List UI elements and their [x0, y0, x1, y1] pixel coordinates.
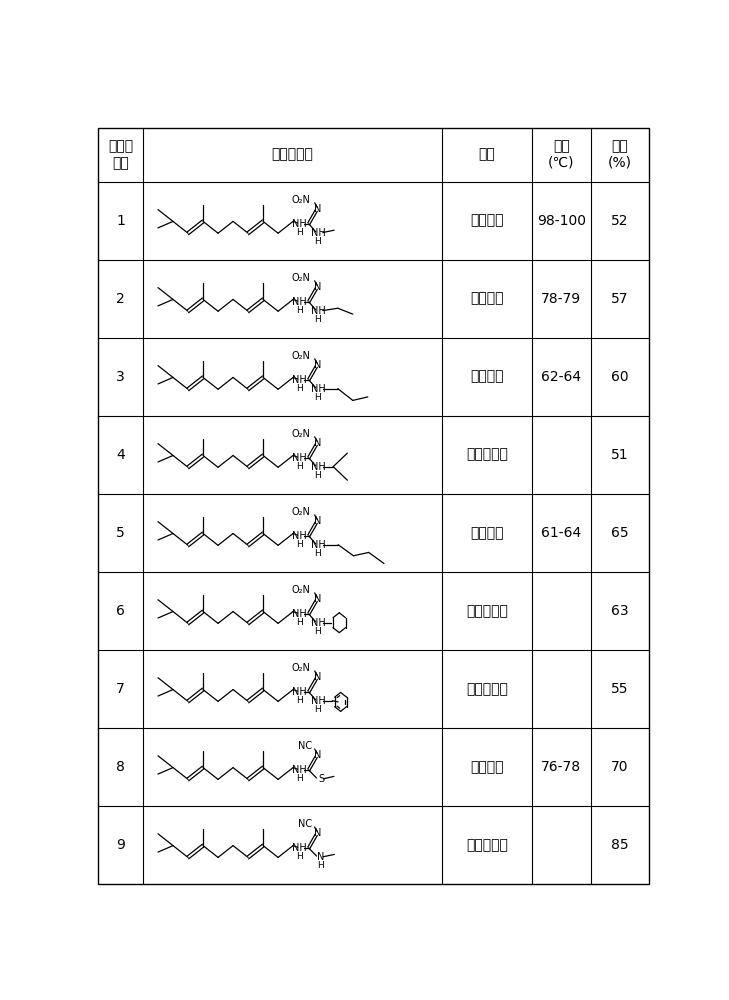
Text: 98-100: 98-100: [537, 214, 586, 228]
Text: NC: NC: [298, 819, 312, 829]
Text: 外观: 外观: [478, 148, 495, 162]
Text: NH: NH: [292, 453, 307, 463]
Text: H: H: [314, 627, 321, 636]
Text: NH: NH: [292, 765, 307, 775]
Text: H: H: [317, 861, 324, 870]
Text: 78-79: 78-79: [542, 292, 582, 306]
Text: 6: 6: [116, 604, 125, 618]
Text: NH: NH: [311, 306, 325, 316]
Text: 熔点
(℃): 熔点 (℃): [548, 140, 574, 170]
Text: 收率
(%): 收率 (%): [608, 140, 632, 170]
Text: 70: 70: [612, 760, 629, 774]
Text: 黄色固体: 黄色固体: [470, 760, 504, 774]
Text: NH: NH: [292, 375, 307, 385]
Text: N: N: [314, 360, 321, 370]
Text: H: H: [296, 618, 303, 627]
Text: H: H: [314, 471, 321, 480]
Text: NH: NH: [311, 228, 325, 238]
Text: NH: NH: [292, 609, 307, 619]
Text: 7: 7: [116, 682, 125, 696]
Text: H: H: [296, 462, 303, 471]
Text: 化合物结构: 化合物结构: [272, 148, 313, 162]
Text: 65: 65: [612, 526, 629, 540]
Text: N: N: [314, 282, 321, 292]
Text: O₂N: O₂N: [292, 429, 311, 439]
Text: S: S: [318, 774, 324, 784]
Text: H: H: [296, 384, 303, 393]
Text: NH: NH: [292, 531, 307, 541]
Text: 9: 9: [116, 838, 125, 852]
Text: N: N: [314, 594, 321, 604]
Text: N: N: [314, 828, 321, 838]
Text: N: N: [314, 204, 321, 214]
Text: O₂N: O₂N: [292, 663, 311, 673]
Text: NH: NH: [292, 843, 307, 853]
Text: H: H: [296, 696, 303, 705]
Text: O₂N: O₂N: [292, 585, 311, 595]
Text: 62-64: 62-64: [542, 370, 582, 384]
Text: NC: NC: [298, 741, 312, 751]
Text: H: H: [314, 315, 321, 324]
Text: NH: NH: [311, 696, 325, 706]
Text: NH: NH: [311, 618, 325, 628]
Text: O₂N: O₂N: [292, 507, 311, 517]
Text: H: H: [296, 540, 303, 549]
Text: N: N: [314, 438, 321, 448]
Text: 60: 60: [612, 370, 629, 384]
Text: 白色固体: 白色固体: [470, 526, 504, 540]
Text: 黄色油状物: 黄色油状物: [466, 682, 508, 696]
Text: H: H: [314, 237, 321, 246]
Text: NH: NH: [311, 540, 325, 550]
Text: H: H: [296, 852, 303, 861]
Text: O₂N: O₂N: [292, 195, 311, 205]
Text: O₂N: O₂N: [292, 351, 311, 361]
Text: N: N: [317, 852, 324, 862]
Text: 4: 4: [116, 448, 125, 462]
Text: O₂N: O₂N: [292, 273, 311, 283]
Text: NH: NH: [292, 687, 307, 697]
Text: N: N: [314, 516, 321, 526]
Text: 8: 8: [116, 760, 125, 774]
Text: NH: NH: [292, 297, 307, 307]
Text: 白色固体: 白色固体: [470, 292, 504, 306]
Text: 白色固体: 白色固体: [470, 214, 504, 228]
Text: 3: 3: [116, 370, 125, 384]
Text: 1: 1: [116, 214, 125, 228]
Text: 55: 55: [612, 682, 629, 696]
Text: H: H: [296, 774, 303, 783]
Text: NH: NH: [311, 384, 325, 394]
Text: 5: 5: [116, 526, 125, 540]
Text: 黄色油状物: 黄色油状物: [466, 448, 508, 462]
Text: 化合物
编号: 化合物 编号: [108, 140, 133, 170]
Text: N: N: [314, 672, 321, 682]
Text: 51: 51: [612, 448, 629, 462]
Text: 76-78: 76-78: [542, 760, 582, 774]
Text: 52: 52: [612, 214, 629, 228]
Text: NH: NH: [292, 219, 307, 229]
Text: 85: 85: [612, 838, 629, 852]
Text: H: H: [314, 393, 321, 402]
Text: H: H: [296, 228, 303, 237]
Text: 白色固体: 白色固体: [470, 370, 504, 384]
Text: NH: NH: [311, 462, 325, 472]
Text: H: H: [296, 306, 303, 315]
Text: H: H: [314, 549, 321, 558]
Text: 黄色油状物: 黄色油状物: [466, 604, 508, 618]
Text: 63: 63: [612, 604, 629, 618]
Text: N: N: [314, 750, 321, 760]
Text: 57: 57: [612, 292, 629, 306]
Text: 黄色油状物: 黄色油状物: [466, 838, 508, 852]
Text: 2: 2: [116, 292, 125, 306]
Text: 61-64: 61-64: [541, 526, 582, 540]
Text: H: H: [314, 705, 321, 714]
